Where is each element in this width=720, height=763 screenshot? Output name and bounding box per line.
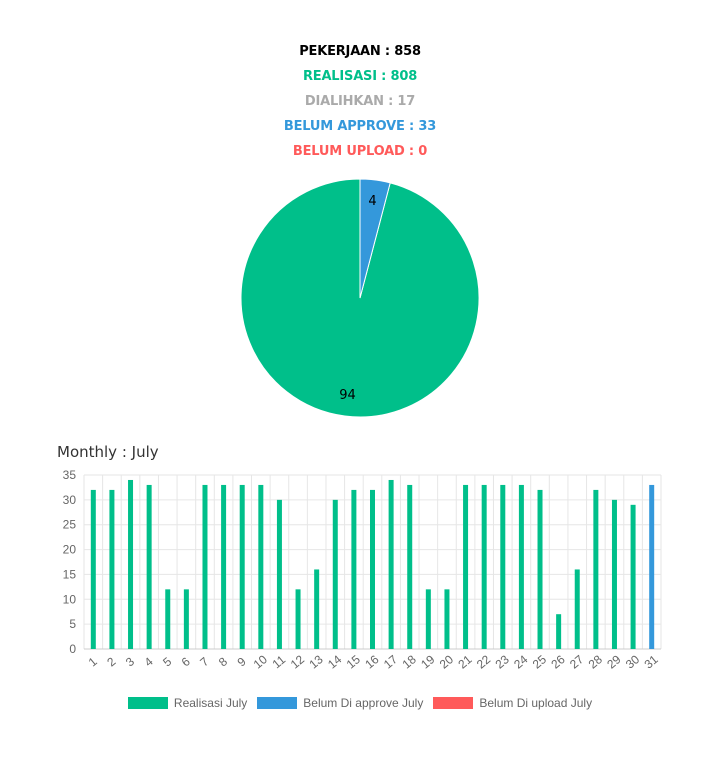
bar-realisasi-20[interactable]	[444, 589, 450, 649]
x-tick-label: 1	[86, 654, 100, 669]
pie-chart: 94 4	[240, 178, 480, 418]
bar-realisasi-26[interactable]	[556, 614, 562, 649]
x-tick-label: 19	[418, 652, 437, 672]
x-tick-label: 25	[530, 652, 549, 672]
legend-swatch-approve	[257, 697, 298, 709]
bar-realisasi-3[interactable]	[128, 479, 134, 649]
x-tick-label: 12	[288, 652, 307, 672]
x-tick-label: 23	[493, 652, 512, 672]
x-tick-label: 31	[642, 652, 661, 672]
x-tick-label: 15	[344, 652, 363, 672]
y-tick-label: 10	[63, 592, 77, 606]
y-tick-label: 0	[69, 642, 76, 656]
y-tick-label: 20	[63, 543, 77, 557]
bar-realisasi-2[interactable]	[109, 489, 115, 649]
x-tick-label: 14	[325, 652, 344, 672]
x-tick-label: 30	[623, 652, 642, 672]
legend-swatch-realisasi	[127, 697, 168, 709]
stat-belum-upload: BELUM UPLOAD : 0	[292, 144, 428, 159]
bar-realisasi-17[interactable]	[388, 479, 394, 649]
x-tick-label: 26	[548, 652, 567, 672]
x-tick-label: 21	[455, 652, 474, 672]
stat-dialihkan: DIALIHKAN : 17	[304, 94, 416, 109]
legend-item-upload[interactable]: Belum Di upload July	[433, 696, 592, 710]
legend-label-approve: Belum Di approve July	[303, 696, 424, 710]
y-tick-label: 25	[63, 518, 77, 532]
x-tick-label: 11	[270, 652, 289, 671]
chart-legend: Realisasi July Belum Di approve July Bel…	[0, 696, 720, 710]
chart-title: Monthly : July	[57, 443, 159, 461]
x-tick-label: 16	[362, 652, 381, 672]
bar-realisasi-24[interactable]	[518, 484, 524, 649]
stat-belum-approve: BELUM APPROVE : 33	[283, 119, 437, 134]
bar-realisasi-22[interactable]	[481, 484, 487, 649]
bar-realisasi-30[interactable]	[630, 504, 636, 649]
bar-realisasi-11[interactable]	[276, 499, 282, 649]
legend-item-realisasi[interactable]: Realisasi July	[127, 696, 248, 710]
legend-label-upload: Belum Di upload July	[479, 696, 593, 710]
x-tick-label: 24	[511, 652, 530, 672]
x-tick-label: 2	[104, 654, 118, 669]
x-tick-label: 28	[586, 652, 605, 672]
y-tick-label: 15	[63, 567, 77, 581]
x-tick-label: 20	[437, 652, 456, 672]
x-tick-label: 22	[474, 652, 493, 672]
bar-realisasi-12[interactable]	[295, 589, 301, 649]
bar-realisasi-28[interactable]	[593, 489, 599, 649]
bar-realisasi-13[interactable]	[314, 569, 320, 649]
x-tick-label: 29	[604, 652, 623, 672]
bar-realisasi-7[interactable]	[202, 484, 208, 649]
bar-realisasi-5[interactable]	[165, 589, 171, 649]
bar-realisasi-25[interactable]	[537, 489, 543, 649]
legend-label-realisasi: Realisasi July	[173, 696, 248, 710]
stat-pekerjaan: PEKERJAAN : 858	[299, 44, 421, 59]
bar-realisasi-19[interactable]	[425, 589, 431, 649]
summary-stats: PEKERJAAN : 858 REALISASI : 808 DIALIHKA…	[0, 42, 720, 167]
bar-realisasi-14[interactable]	[332, 499, 338, 649]
x-tick-label: 7	[197, 654, 211, 669]
bar-realisasi-9[interactable]	[239, 484, 245, 649]
y-tick-label: 35	[63, 468, 77, 482]
pie-label-1: 4	[368, 194, 376, 209]
x-tick-label: 27	[567, 652, 586, 672]
bar-realisasi-4[interactable]	[146, 484, 152, 649]
bar-approve-31[interactable]	[649, 484, 655, 649]
legend-swatch-upload	[433, 697, 474, 709]
bar-realisasi-6[interactable]	[183, 589, 189, 649]
bar-realisasi-8[interactable]	[221, 484, 227, 649]
pie-label-0: 94	[339, 388, 356, 403]
x-tick-label: 18	[400, 652, 419, 672]
bar-realisasi-10[interactable]	[258, 484, 264, 649]
legend-item-approve[interactable]: Belum Di approve July	[257, 696, 423, 710]
x-tick-label: 9	[235, 654, 249, 669]
x-tick-label: 4	[142, 654, 156, 669]
x-tick-label: 8	[216, 654, 230, 669]
pie-slice-1[interactable]	[359, 178, 391, 299]
bar-realisasi-29[interactable]	[611, 499, 617, 649]
bar-realisasi-1[interactable]	[90, 489, 96, 649]
bar-realisasi-15[interactable]	[351, 489, 357, 649]
bar-realisasi-27[interactable]	[574, 569, 580, 649]
x-tick-label: 6	[179, 654, 193, 669]
bar-realisasi-18[interactable]	[407, 484, 413, 649]
x-tick-label: 3	[123, 654, 137, 669]
x-tick-label: 13	[306, 652, 325, 672]
y-tick-label: 30	[63, 493, 77, 507]
x-tick-label: 5	[160, 654, 174, 669]
y-tick-label: 5	[69, 617, 76, 631]
x-tick-label: 17	[381, 652, 400, 672]
x-tick-label: 10	[251, 652, 270, 672]
bar-realisasi-23[interactable]	[500, 484, 506, 649]
stat-realisasi: REALISASI : 808	[302, 69, 418, 84]
bar-realisasi-16[interactable]	[370, 489, 375, 649]
bar-realisasi-21[interactable]	[463, 484, 469, 649]
